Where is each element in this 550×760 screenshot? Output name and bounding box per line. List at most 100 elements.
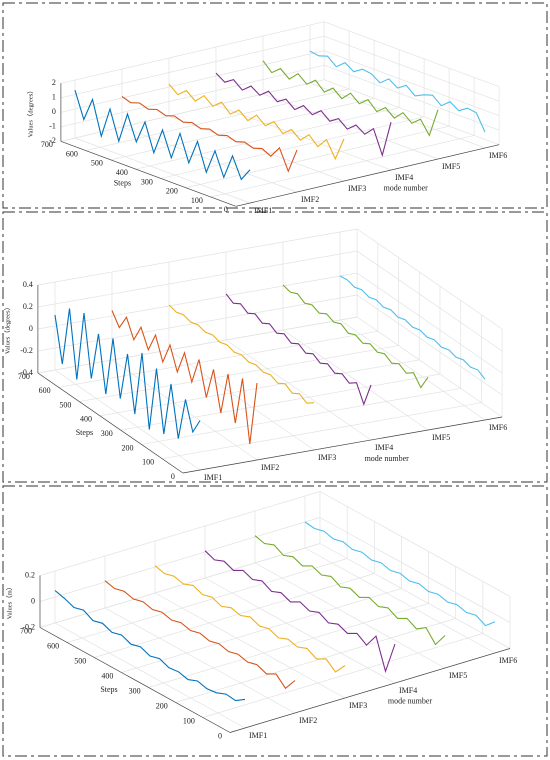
x-tick-label: IMF6 xyxy=(489,151,507,160)
grid-line xyxy=(60,35,325,99)
y-tick-label: 400 xyxy=(116,168,128,177)
grid-line xyxy=(37,272,358,330)
x-tick-label: IMF4 xyxy=(375,443,393,452)
grid-line xyxy=(254,562,446,669)
y-tick-label: 200 xyxy=(156,701,168,710)
grid-line xyxy=(262,93,439,160)
y-tick-label: 200 xyxy=(166,187,178,196)
y-tick-label: 100 xyxy=(183,716,195,725)
x-tick-label: IMF3 xyxy=(349,701,367,710)
series-line xyxy=(262,60,439,137)
x-axis-label: mode number xyxy=(384,184,429,193)
grid-line xyxy=(168,349,315,451)
z-tick-label: 0.2 xyxy=(23,302,33,311)
y-tick-label: 0 xyxy=(218,731,222,740)
y-axis-label: Steps xyxy=(76,428,93,437)
x-tick-label: IMF3 xyxy=(348,184,366,193)
grid-line xyxy=(60,64,325,128)
y-tick-label: 400 xyxy=(101,671,113,680)
series-line xyxy=(204,550,396,674)
x-tick-label: IMF6 xyxy=(499,656,517,665)
grid-line xyxy=(120,373,441,431)
x-tick-label: IMF1 xyxy=(204,473,222,482)
y-axis-label: Steps xyxy=(100,685,117,694)
grid-line xyxy=(37,250,358,308)
series-line xyxy=(282,284,429,389)
grid-line xyxy=(323,64,500,131)
panel-frame xyxy=(2,2,548,209)
grid-line xyxy=(356,316,503,418)
z-axis-label: Values（m） xyxy=(5,584,13,619)
z-axis-label: Values（degrees） xyxy=(3,304,11,354)
grid-line xyxy=(111,359,258,461)
x-tick-label: IMF2 xyxy=(299,716,317,725)
x-tick-label: IMF6 xyxy=(489,423,507,432)
z-tick-label: 0.2 xyxy=(25,570,35,579)
grid-line xyxy=(319,517,511,623)
series-line xyxy=(168,83,345,161)
grid-line xyxy=(339,319,486,421)
grid-line xyxy=(67,558,348,643)
y-tick-label: 300 xyxy=(129,686,141,695)
y-tick-label: 600 xyxy=(39,386,51,395)
y-tick-label: 0 xyxy=(224,205,228,214)
axis-line xyxy=(229,648,511,733)
grid-line xyxy=(210,135,475,198)
series-line xyxy=(111,310,258,445)
x-tick-label: IMF5 xyxy=(432,433,450,442)
y-tick-label: 600 xyxy=(66,149,78,158)
grid-line xyxy=(185,125,450,189)
grid-line xyxy=(60,79,325,142)
axis-line xyxy=(37,372,184,474)
y-tick-label: 600 xyxy=(47,641,59,650)
z-tick-label: 2 xyxy=(52,78,56,87)
series-line xyxy=(54,308,201,439)
grid-line xyxy=(323,35,500,102)
grid-line xyxy=(225,339,372,441)
grid-line xyxy=(282,329,429,431)
axis-line xyxy=(60,140,237,207)
x-tick-label: IMF2 xyxy=(261,463,279,472)
x-tick-label: IMF4 xyxy=(399,686,417,695)
grid-line xyxy=(154,592,346,699)
x-tick-label: IMF1 xyxy=(249,731,267,740)
x-tick-label: IMF2 xyxy=(301,195,319,204)
grid-line xyxy=(319,543,511,649)
y-tick-label: 500 xyxy=(91,159,103,168)
x-tick-label: IMF4 xyxy=(395,173,413,182)
x-tick-label: IMF5 xyxy=(442,162,460,171)
y-tick-label: 700 xyxy=(41,140,53,149)
series-line xyxy=(225,293,372,406)
z-axis-label: Values（degrees） xyxy=(26,87,34,137)
grid-line xyxy=(85,88,350,151)
grid-line xyxy=(37,294,358,352)
y-tick-label: 300 xyxy=(101,429,113,438)
y-axis-label: Steps xyxy=(114,179,131,188)
grid-line xyxy=(110,97,375,161)
panel-frame xyxy=(2,211,548,483)
z-tick-label: -2 xyxy=(49,136,56,145)
x-tick-label: IMF1 xyxy=(254,206,272,215)
x-tick-label: IMF3 xyxy=(318,453,336,462)
grid-line xyxy=(99,359,420,417)
y-tick-label: 0 xyxy=(171,472,175,481)
grid-line xyxy=(60,21,325,84)
grid-line xyxy=(356,294,503,396)
x-axis-label: mode number xyxy=(365,454,410,463)
grid-line xyxy=(356,228,503,330)
grid-line xyxy=(162,402,482,460)
x-tick-label: IMF5 xyxy=(449,671,467,680)
grid-line xyxy=(37,228,358,286)
series-line xyxy=(154,565,346,673)
grid-line xyxy=(135,107,400,170)
z-tick-label: -0.2 xyxy=(20,346,33,355)
series-line xyxy=(254,535,446,646)
grid-line xyxy=(148,603,429,688)
grid-line xyxy=(319,491,511,597)
y-tick-label: 100 xyxy=(142,458,154,467)
y-tick-label: 400 xyxy=(80,415,92,424)
grid-line xyxy=(60,50,325,113)
grid-line xyxy=(39,491,321,576)
grid-line xyxy=(202,633,483,718)
